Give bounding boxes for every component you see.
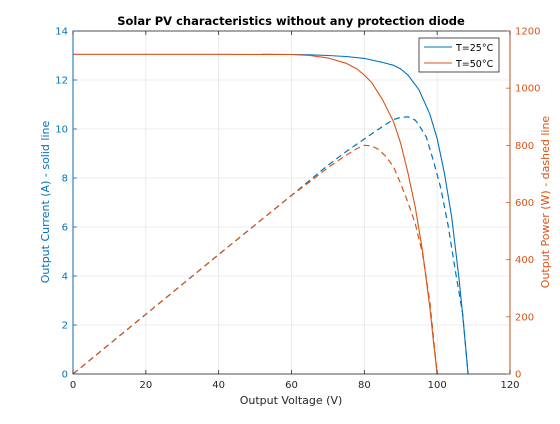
axis-ticks: 0 20 40 60 80 100 1200246810121402004006008001… <box>55 27 540 392</box>
x-tick-label: 60 <box>285 380 298 391</box>
series-t50-power-line <box>72 144 438 375</box>
x-tick-label: 80 <box>358 380 371 391</box>
x-tick-label: 120 <box>500 380 519 391</box>
left-y-tick-label: 4 <box>62 272 68 283</box>
right-y-tick-label: 0 <box>515 370 521 381</box>
chart-title: Solar PV characteristics without any pro… <box>117 14 465 28</box>
series-t50-current-line <box>73 53 438 375</box>
left-y-tick-label: 0 <box>62 370 68 381</box>
legend-label-t50: T=50°C <box>455 59 494 70</box>
left-y-tick-label: 6 <box>62 223 68 234</box>
right-y-tick-label: 1200 <box>515 27 540 38</box>
x-tick-label: 20 <box>139 380 152 391</box>
right-y-tick-label: 600 <box>515 198 534 209</box>
legend-label-t25: T=25°C <box>455 43 494 54</box>
right-y-tick-label: 200 <box>515 312 534 323</box>
left-y-tick-label: 8 <box>62 174 68 185</box>
right-y-tick-label: 400 <box>515 255 534 266</box>
x-tick-label: 0 <box>70 380 76 391</box>
legend-box <box>418 37 500 73</box>
x-tick-label: 40 <box>212 380 225 391</box>
series-layer <box>72 53 469 375</box>
left-y-tick-label: 12 <box>55 76 68 87</box>
legend: T=25°C T=50°C <box>418 37 500 73</box>
x-axis-label: Output Voltage (V) <box>240 394 343 407</box>
left-y-tick-label: 14 <box>55 27 68 38</box>
right-y-tick-label: 1000 <box>515 84 540 95</box>
x-tick-label: 100 <box>428 380 447 391</box>
series-t25-current-line <box>262 53 469 375</box>
right-y-tick-label: 800 <box>515 141 534 152</box>
left-y-tick-label: 10 <box>55 125 68 136</box>
right-y-axis-label: Output Power (W) - dashed line <box>539 116 552 289</box>
left-y-axis-label: Output Current (A) - solid line <box>39 121 52 284</box>
left-y-tick-label: 2 <box>62 321 68 332</box>
